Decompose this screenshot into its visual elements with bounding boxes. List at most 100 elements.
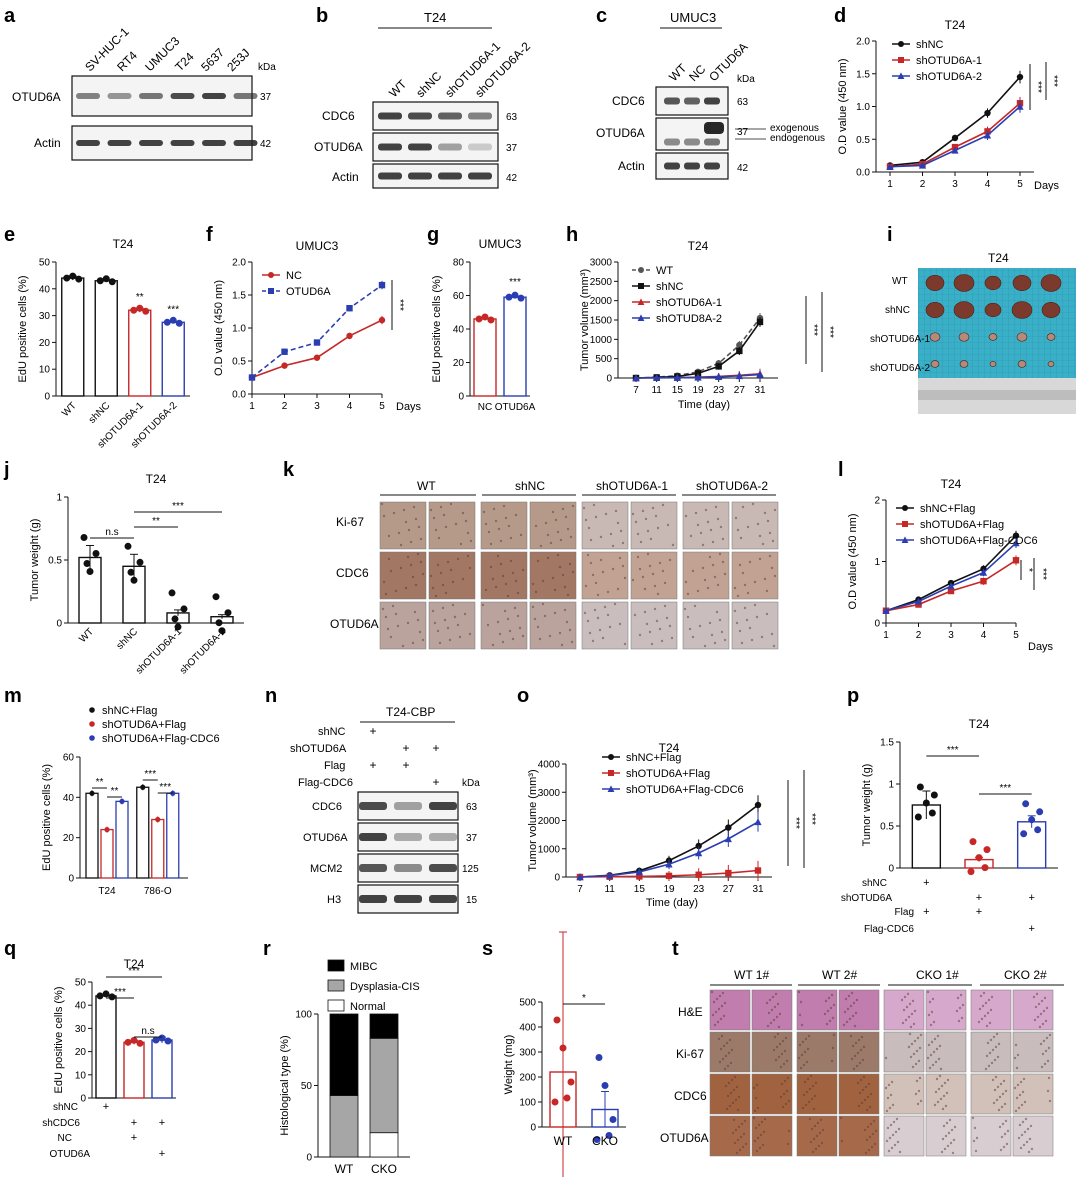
y-tick-label: 1.0 [232, 324, 246, 335]
lane-label: WT [386, 77, 410, 101]
blot-band [468, 172, 492, 180]
y-tick-label: 60 [453, 291, 465, 302]
svg-text:endogenous: endogenous [770, 133, 825, 144]
panel-letter-s: s [482, 938, 493, 960]
y-tick-label: 400 [519, 1023, 536, 1034]
data-point [695, 871, 702, 878]
y-tick-label: 40 [39, 284, 51, 295]
y-tick-label: 50 [39, 258, 51, 269]
svg-text:UMUC3: UMUC3 [670, 10, 716, 25]
y-tick-label: 0.0 [232, 390, 246, 401]
significance-label: ** [96, 777, 104, 788]
legend-label: shNC+Flag [626, 752, 681, 764]
data-point [754, 818, 762, 826]
y-tick-label: 1000 [590, 335, 613, 346]
condition-mark: + [432, 775, 439, 789]
y-tick-label: 2.0 [856, 37, 870, 48]
legend-label: NC [286, 270, 302, 282]
legend-label: shOTUD8A-2 [656, 313, 722, 325]
svg-text:CDC6: CDC6 [612, 94, 645, 108]
x-tick-label: 1 [883, 630, 889, 641]
data-point [83, 559, 91, 567]
data-point [951, 134, 959, 142]
bar [100, 828, 114, 879]
blot-band [429, 833, 457, 841]
tumor [958, 332, 970, 342]
significance-label: *** [509, 277, 521, 288]
data-point [175, 319, 183, 327]
y-tick-label: 0 [606, 374, 612, 385]
y-tick-label: 30 [39, 311, 51, 322]
blot-band [359, 895, 387, 903]
significance-label: ** [136, 292, 144, 303]
bar [166, 792, 180, 879]
data-point [1036, 808, 1044, 816]
tumor [984, 275, 1002, 291]
y-axis-label: Histological type (%) [279, 1035, 291, 1135]
data-point [378, 281, 386, 289]
chart-title: T24 [969, 717, 990, 731]
data-point [268, 272, 274, 278]
data-point [951, 146, 959, 154]
ihc-tile [925, 1073, 967, 1115]
blot-band [359, 802, 387, 810]
data-point [346, 305, 353, 312]
ihc-tile [883, 1115, 925, 1157]
blot-band [394, 833, 422, 841]
svg-text:42: 42 [737, 163, 749, 174]
data-point [980, 577, 987, 585]
ihc-tile [925, 1031, 967, 1073]
data-point [124, 542, 132, 550]
significance-label: * [1023, 568, 1034, 572]
tumor [984, 302, 1002, 318]
svg-text:WT: WT [892, 276, 908, 287]
y-tick-label: 1500 [590, 316, 613, 327]
y-tick-label: 20 [75, 1047, 87, 1058]
legend-label: Dysplasia-CIS [350, 981, 420, 993]
legend-label: shOTUD6A+Flag-CDC6 [920, 535, 1038, 547]
ihc-tile [709, 1031, 751, 1073]
data-point [136, 304, 144, 312]
panel-letter-e: e [4, 224, 15, 246]
significance-label: *** [806, 813, 817, 825]
data-point [63, 274, 71, 282]
svg-text:37: 37 [506, 143, 518, 154]
ihc-tile [630, 501, 678, 550]
data-point [313, 354, 321, 361]
data-point [313, 339, 321, 346]
kda-value: 37 [260, 92, 272, 103]
x-tick-label: T24 [98, 886, 116, 897]
bar [61, 277, 85, 397]
chart-title: T24 [146, 472, 167, 486]
svg-text:CDC6: CDC6 [336, 566, 369, 580]
bar [136, 786, 150, 879]
x-tick-label: 4 [981, 630, 987, 641]
stacked-bar-segment [369, 1132, 399, 1158]
blot-band [394, 802, 422, 810]
significance-label: *** [114, 987, 126, 998]
chart-p: 0 0.5 1 1.5 Tumor weight (g) T24 *** *** shNC shO… [841, 717, 1058, 935]
data-point [155, 816, 161, 823]
data-point [1012, 557, 1020, 564]
panel-letter-g: g [427, 224, 439, 246]
tumor [1046, 333, 1056, 341]
x-axis-label: Days [1034, 180, 1060, 192]
data-point [1012, 539, 1020, 547]
x-tick-label: 3 [314, 401, 320, 412]
ihc-tile [970, 1073, 1012, 1115]
svg-text:kDa: kDa [737, 74, 755, 85]
ihc-tile [970, 1031, 1012, 1073]
ihc-tile [709, 989, 751, 1031]
condition-mark: + [1028, 923, 1034, 935]
data-point [1016, 102, 1024, 110]
blot-band [202, 93, 226, 99]
panel-letter-i: i [887, 224, 893, 246]
data-point [218, 627, 226, 635]
blot-band [378, 143, 402, 151]
panel-letter-l: l [838, 459, 844, 481]
significance-label: n.s [141, 1026, 154, 1037]
data-point [914, 813, 922, 821]
blot-band [704, 138, 720, 146]
svg-text:63: 63 [466, 802, 478, 813]
data-point [378, 316, 386, 324]
